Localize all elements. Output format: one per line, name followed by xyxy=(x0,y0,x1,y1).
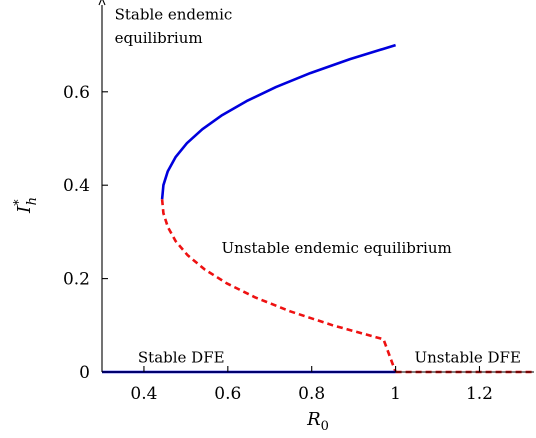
unstable-branch-1 xyxy=(160,199,397,373)
curves-layer xyxy=(102,43,534,374)
y-axis-label: I*h xyxy=(12,197,40,214)
annotation-label: equilibrium xyxy=(115,29,203,47)
y-tick-label: 0 xyxy=(79,363,90,383)
annotation-label: Stable DFE xyxy=(138,349,225,367)
x-tick-label: 0.4 xyxy=(130,384,157,404)
x-axis-label: R0 xyxy=(306,409,329,434)
x-tick-label: 1.2 xyxy=(466,384,493,404)
x-tick-label: 0.6 xyxy=(214,384,241,404)
annotations-layer: Stable endemic equilibrium Unstable endemi… xyxy=(115,5,521,366)
y-tick-label: 0.6 xyxy=(63,83,90,103)
ticks-layer: 0.4 0.6 0.8 1 1.2 0 0.2 0.4 0.6 xyxy=(63,83,493,404)
x-tick-label: 1 xyxy=(390,384,401,404)
annotation-label: Unstable endemic equilibrium xyxy=(222,239,452,257)
y-tick-label: 0.2 xyxy=(63,270,90,290)
annotation-label: Unstable DFE xyxy=(415,349,521,367)
y-tick-label: 0.4 xyxy=(63,176,90,196)
axes-layer xyxy=(102,5,534,373)
stable-branch-0 xyxy=(160,43,396,200)
annotation-label: Stable endemic xyxy=(115,5,233,23)
x-tick-label: 0.8 xyxy=(298,384,325,404)
